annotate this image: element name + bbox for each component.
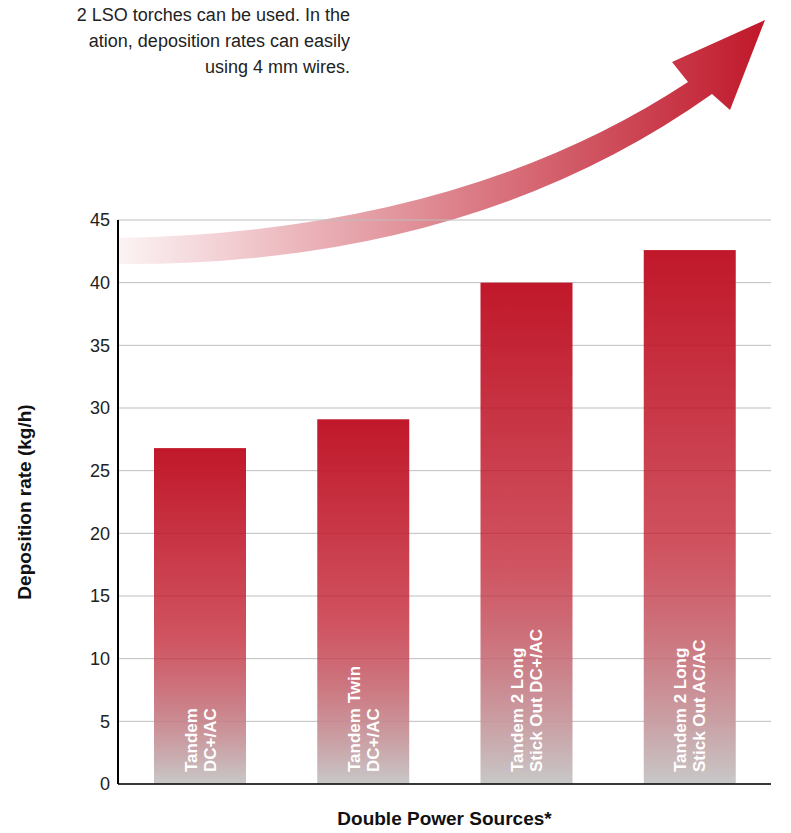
svg-text:Tandem 2 LongStick Out AC/AC: Tandem 2 LongStick Out AC/AC <box>671 639 709 772</box>
svg-text:Double Power Sources*: Double Power Sources* <box>337 808 552 829</box>
html-text:ation, deposition rates can ea: ation, deposition rates can easily <box>88 31 350 51</box>
svg-text:40: 40 <box>90 273 110 293</box>
svg-text:Tandem TwinDC+/AC: Tandem TwinDC+/AC <box>345 666 383 772</box>
svg-text:10: 10 <box>90 649 110 669</box>
svg-text:TandemDC+/AC: TandemDC+/AC <box>182 708 220 772</box>
html-text:2 LSO torches can be used. In: 2 LSO torches can be used. In the <box>76 5 350 25</box>
svg-text:Deposition rate (kg/h): Deposition rate (kg/h) <box>14 404 35 599</box>
html-text:using 4 mm wires.: using 4 mm wires. <box>205 57 350 77</box>
svg-text:25: 25 <box>90 461 110 481</box>
svg-text:45: 45 <box>90 210 110 230</box>
svg-text:20: 20 <box>90 524 110 544</box>
svg-text:15: 15 <box>90 586 110 606</box>
svg-text:30: 30 <box>90 398 110 418</box>
svg-text:0: 0 <box>100 774 110 794</box>
svg-text:5: 5 <box>100 712 110 732</box>
svg-text:35: 35 <box>90 336 110 356</box>
svg-text:Tandem 2 LongStick Out DC+/AC: Tandem 2 LongStick Out DC+/AC <box>508 629 546 772</box>
